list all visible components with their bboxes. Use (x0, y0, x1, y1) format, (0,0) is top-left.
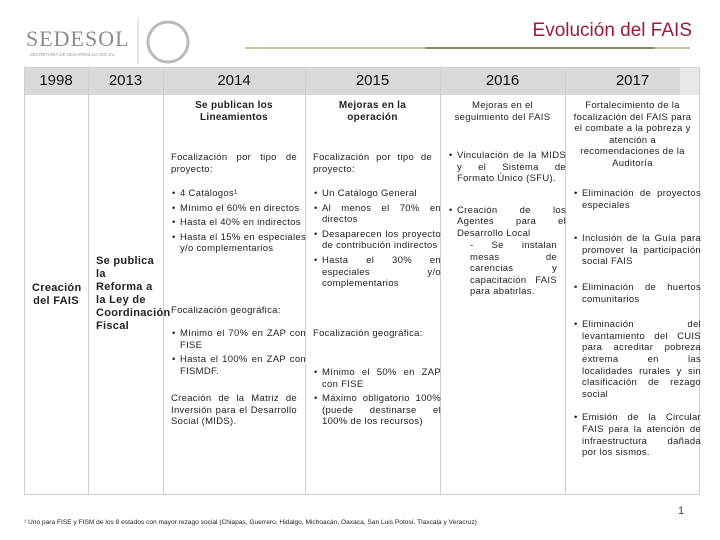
bullet-item: Hasta el 100% en ZAP con FISMDF. (172, 354, 306, 377)
header-band-end (680, 67, 700, 95)
column-heading: Se publican los Lineamientos (195, 100, 273, 123)
column-text: Creación del FAIS (32, 282, 82, 307)
column-text: Focalización por tipo de proyecto: (313, 152, 432, 175)
column-divider (163, 67, 164, 495)
bullet-list: Mínimo el 50% en ZAP con FISE Máximo obli… (313, 367, 441, 431)
logo-subtitle: SECRETARÍA DE DESARROLLO SOCIAL (30, 52, 116, 57)
column-text: Se publica la Reforma a la Ley de Coordi… (96, 255, 171, 332)
title: Evolución del FAIS (532, 20, 692, 41)
bullet-list: Vinculación de la MIDS y el Sistema de F… (448, 150, 566, 243)
column-divider (88, 67, 89, 495)
column-text: Mejoras en el seguimiento del FAIS (454, 100, 551, 123)
bullet-list: Eliminación de proyectos especiales Inclu… (573, 188, 701, 462)
bullet-list: 4 Catálogos¹ Mínimo el 60% en directos Has… (171, 188, 306, 258)
bullet-list: Un Catálogo General Al menos el 70% en di… (313, 188, 441, 293)
bullet-item: Hasta el 30% en especiales y/o complemen… (314, 255, 441, 290)
year-header: 2013 (108, 72, 143, 89)
bullet-item: Creación de los Agentes para el Desarrol… (449, 205, 566, 240)
header-graphics (24, 18, 700, 95)
bullet-item: Vinculación de la MIDS y el Sistema de F… (449, 150, 566, 185)
column-text: Creación de la Matriz de Inversión para … (171, 393, 297, 428)
bullet-item: Hasta el 40% en indirectos (172, 217, 306, 229)
bullet-item: Mínimo el 60% en directos (172, 203, 306, 215)
bullet-item: Eliminación del levantamiento del CUIS p… (574, 319, 701, 400)
bullet-item: Máximo obligatorio 100% (puede destinars… (314, 393, 441, 428)
bullet-item: Hasta el 15% en especiales y/o complemen… (172, 232, 306, 255)
bullet-list: Mínimo el 70% en ZAP con FISE Hasta el 10… (171, 328, 306, 380)
bullet-item: Emisión de la Circular FAIS para la aten… (574, 412, 701, 458)
bullet-item: Eliminación de huertos comunitarios (574, 282, 701, 305)
bullet-item: Mínimo el 50% en ZAP con FISE (314, 367, 441, 390)
page-number: 1 (678, 505, 685, 517)
column-text: Fortalecimiento de la focalización del F… (573, 100, 692, 169)
bullet-item: Mínimo el 70% en ZAP con FISE (172, 328, 306, 351)
column-text: Focalización por tipo de proyecto: (171, 152, 297, 175)
year-header: 2017 (615, 72, 650, 89)
column-divider (565, 67, 566, 495)
column-text: - Se instalan mesas de carencias y capac… (470, 240, 557, 298)
bullet-item: 4 Catálogos¹ (172, 188, 306, 200)
year-header: 2016 (485, 72, 520, 89)
emblem (146, 20, 190, 64)
year-header: 1998 (39, 72, 73, 89)
logo: SEDESOL (26, 26, 130, 51)
bullet-item: Inclusión de la Guía para promover la pa… (574, 233, 701, 268)
column-divider (305, 67, 306, 495)
footnote: ¹ Uno para FISE y FISM de los 8 estados … (24, 519, 477, 526)
bullet-item: Eliminación de proyectos especiales (574, 188, 701, 211)
bullet-item: Desaparecen los proyecto de contribución… (314, 229, 441, 252)
year-header: 2014 (217, 72, 251, 89)
header-band (24, 67, 680, 95)
year-header: 2015 (355, 72, 390, 89)
column-text: Focalización geográfica: (171, 305, 281, 316)
column-heading: Mejoras en la operación (338, 100, 407, 123)
column-text: Focalización geográfica: (313, 328, 423, 339)
bullet-item: Un Catálogo General (314, 188, 441, 200)
bullet-item: Al menos el 70% en directos (314, 203, 441, 226)
